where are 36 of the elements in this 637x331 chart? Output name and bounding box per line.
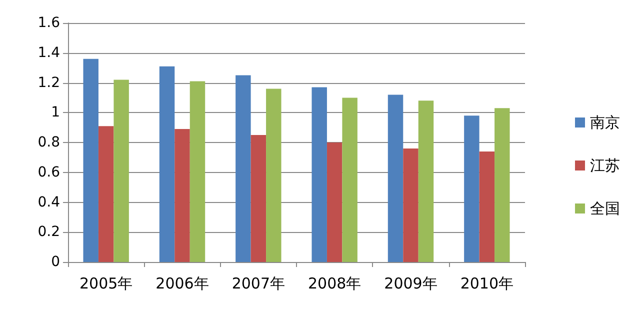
bar: [494, 108, 510, 262]
bar: [98, 126, 114, 262]
bar: [159, 66, 175, 262]
y-tick-label: 0.2: [38, 224, 60, 240]
x-tick-label: 2006年: [156, 274, 209, 292]
y-tick-label: 0.8: [38, 134, 60, 150]
bar: [464, 116, 480, 262]
bar: [114, 80, 129, 262]
legend-label: 全国: [590, 200, 620, 218]
legend-label: 江苏: [590, 156, 620, 174]
bar: [174, 129, 190, 262]
bar: [418, 100, 434, 262]
y-tick-label: 1.2: [38, 74, 60, 91]
bar: [312, 87, 327, 262]
bar: [236, 75, 251, 262]
x-tick-label: 2009年: [384, 274, 438, 292]
bar: [479, 151, 495, 262]
y-tick-label: 0: [51, 254, 60, 270]
bar: [326, 142, 342, 262]
bar: [403, 148, 418, 262]
x-tick-label: 2008年: [308, 274, 362, 292]
bar: [190, 81, 206, 262]
y-tick-label: 1.6: [38, 15, 60, 31]
x-tick-label: 2010年: [460, 274, 514, 292]
y-tick-label: 1.4: [38, 44, 60, 61]
bar: [83, 58, 98, 262]
bar: [250, 135, 266, 262]
bar: [342, 98, 358, 262]
y-tick-label: 0.4: [38, 194, 60, 210]
y-tick-label: 1: [51, 104, 60, 121]
legend-label: 南京: [590, 114, 620, 132]
x-tick-label: 2005年: [79, 274, 133, 292]
x-tick-label: 2007年: [232, 274, 286, 292]
bar: [266, 88, 282, 262]
bar: [388, 94, 404, 262]
y-tick-label: 0.6: [38, 164, 60, 180]
